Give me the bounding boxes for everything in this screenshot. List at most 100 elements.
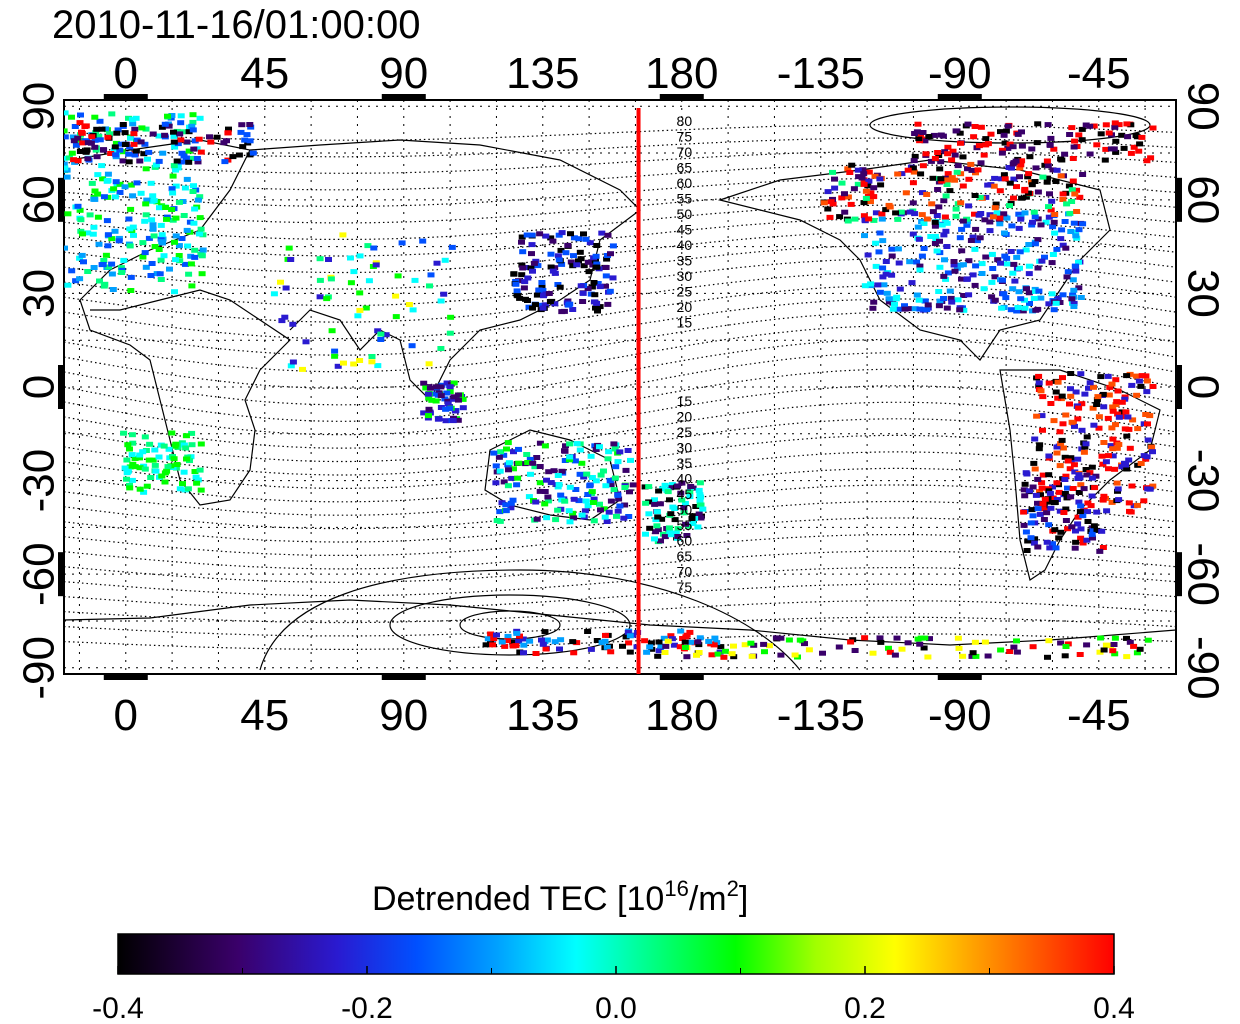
tec-dot [197,441,205,447]
tec-dot [527,471,534,477]
tec-dot [970,134,978,140]
tec-dot [596,444,603,450]
tec-dot [865,178,873,184]
tec-dot [1070,287,1078,293]
tec-dot [1127,150,1135,156]
tec-dot [177,137,185,143]
tec-dot [865,169,873,175]
tec-dot [862,188,870,194]
tec-dot [1096,548,1104,554]
tec-dot [1106,384,1114,390]
tec-dot [142,126,150,132]
tec-dot [159,150,167,156]
tec-dot [977,160,985,166]
tec-dot [196,194,204,200]
tec-dot [299,366,306,372]
tec-dot [1045,638,1053,644]
tec-dot [170,139,178,145]
tec-dot [680,510,688,516]
tec-dot [161,479,169,485]
tec-dot [1111,124,1119,130]
tec-dot [1105,392,1113,398]
tec-dot [972,226,980,232]
tec-dot [76,149,84,154]
tec-dot [1069,178,1077,184]
tec-dot [855,174,863,180]
tec-dot [64,128,68,134]
tec-dot [170,129,177,135]
tec-dot [111,228,119,234]
tec-dot [919,190,926,196]
tec-dot [824,206,832,212]
tec-dot [872,210,880,216]
tec-dot [1123,466,1131,472]
tec-dot [931,155,939,161]
tec-dot [1057,441,1065,447]
tec-dot [1125,500,1133,506]
tec-dot [281,314,289,320]
tec-dot [584,629,592,634]
tec-dot [1044,654,1051,660]
tec-dot [356,358,364,363]
tec-dot [539,305,547,311]
tec-dot [520,650,527,656]
tec-dot [658,516,666,522]
tec-dot [971,211,978,217]
tec-dot [1011,278,1019,284]
tec-dot [437,393,445,399]
tec-dot [428,397,436,403]
tec-dot [1078,401,1086,407]
tec-dot [432,384,440,390]
tec-dot [172,183,180,189]
tec-dot [1079,221,1087,227]
tec-dot [1086,380,1094,386]
tec-dot [1070,462,1078,468]
tec-dot [1046,191,1053,197]
tec-dot [94,214,102,220]
tec-dot [1029,513,1037,519]
tec-dot [1104,415,1112,421]
tec-dot [100,147,108,153]
tec-dot [76,276,84,282]
tec-dot [1037,295,1045,301]
tec-dot [847,201,855,207]
tec-dot [1072,268,1080,274]
tec-dot [861,283,869,289]
tec-dot [149,131,157,137]
tec-dot [405,302,413,307]
tec-dot [558,230,566,236]
tec-dot [879,265,887,271]
tec-dot [614,492,622,498]
tec-dot [128,477,136,483]
bottom-tick-bar [937,674,982,680]
tec-dot [76,255,84,261]
tec-dot [1006,203,1013,209]
tec-dot [1111,466,1119,472]
tec-dot [1103,508,1111,514]
tec-dot [350,361,358,367]
tec-dot [1051,500,1059,505]
tec-dot [145,149,153,155]
tec-dot [561,498,569,504]
tec-dot [91,196,99,202]
tec-dot [112,179,120,185]
tec-dot [510,449,517,455]
tec-dot [70,157,78,163]
tec-dot [963,222,971,228]
tec-dot [1059,242,1067,248]
tec-dot [835,644,843,650]
tec-dot [437,384,445,390]
top-lon-label: -135 [777,49,865,98]
tec-dot [1026,154,1034,160]
tec-dot [910,158,918,164]
tec-dot [1114,388,1122,394]
tec-dot [894,216,902,222]
tec-dot [126,243,134,249]
tec-dot [1093,397,1101,403]
tec-dot [1045,522,1053,528]
tec-dot [1061,491,1069,496]
tec-dot [141,466,149,472]
tec-dot [1000,291,1008,297]
tec-dot [621,485,629,490]
tec-dot [1113,399,1121,405]
